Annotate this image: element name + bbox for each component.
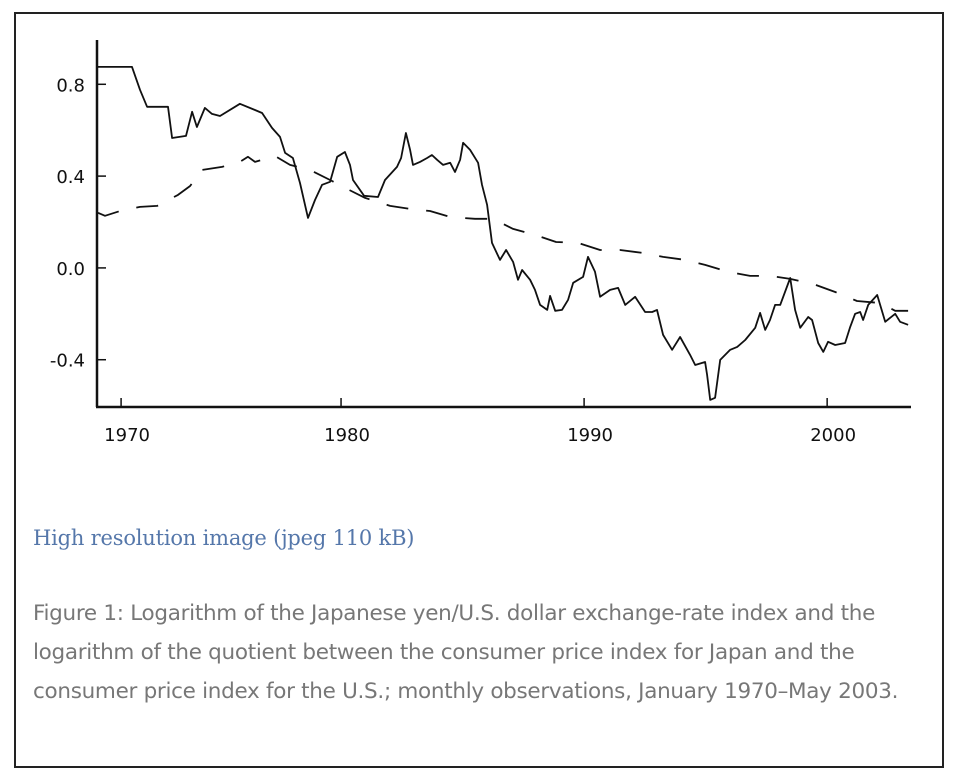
y-tick-label: 0.4 xyxy=(56,167,85,188)
y-tick-label: -0.4 xyxy=(50,351,85,372)
x-tick-label: 2000 xyxy=(810,425,856,446)
y-tick-label: 0.0 xyxy=(56,259,85,280)
x-tick-label: 1980 xyxy=(324,425,370,446)
high-resolution-image-link[interactable]: High resolution image (jpeg 110 kB) xyxy=(33,526,415,550)
series-line-exchange-rate xyxy=(98,66,909,401)
y-tick-label: 0.8 xyxy=(56,75,85,96)
x-tick-label: 1990 xyxy=(567,425,613,446)
series-line-cpi-ratio xyxy=(97,154,909,312)
figure-container xyxy=(14,12,944,768)
x-tick-label: 1970 xyxy=(104,425,150,446)
line-chart: 0.8 0.4 0.0 -0.4 1970 1980 1990 2000 xyxy=(50,40,911,446)
figure-caption: Figure 1: Logarithm of the Japanese yen/… xyxy=(33,601,899,704)
